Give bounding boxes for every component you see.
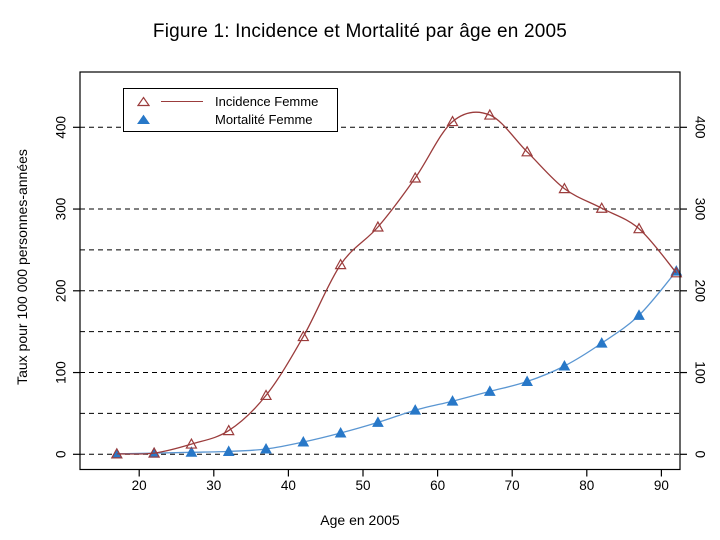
data-point-mortalite-age-32 [222, 445, 235, 456]
data-point-incidence-age-72 [521, 145, 534, 157]
y-tick-label-right-200: 200 [692, 280, 707, 303]
x-tick-label-70: 70 [505, 478, 520, 493]
legend-box: Incidence Femme Mortalité Femme [123, 88, 338, 132]
data-point-incidence-age-37 [260, 389, 273, 401]
data-point-incidence-age-67 [483, 108, 496, 120]
y-tick-label-left-400: 400 [54, 116, 69, 139]
data-point-mortalite-age-57 [409, 404, 422, 415]
y-tick-label-right-300: 300 [692, 198, 707, 221]
y-tick-label-left-0: 0 [54, 451, 69, 459]
data-point-incidence-age-22 [148, 446, 161, 458]
open-triangle-icon [133, 95, 153, 107]
data-point-mortalite-age-27 [185, 446, 198, 457]
legend-line-sample [153, 100, 211, 102]
data-point-mortalite-age-37 [260, 442, 272, 454]
plot-frame [79, 71, 681, 471]
data-point-incidence-age-82 [595, 201, 608, 213]
data-point-incidence-age-77 [558, 182, 571, 194]
x-axis-label: Age en 2005 [320, 512, 400, 528]
y-tick-label-right-100: 100 [692, 361, 707, 384]
x-tick-label-40: 40 [281, 478, 296, 493]
data-point-mortalite-age-52 [372, 416, 384, 427]
data-point-mortalite-age-82 [595, 337, 608, 348]
y-tick-label-right-400: 400 [692, 116, 707, 139]
y-tick-label-left-100: 100 [54, 361, 69, 384]
filled-triangle-icon [133, 114, 153, 125]
x-tick-label-30: 30 [206, 478, 221, 493]
legend-label-mortalite: Mortalité Femme [215, 111, 313, 127]
data-point-mortalite-age-42 [297, 436, 310, 447]
data-point-mortalite-age-77 [558, 359, 571, 371]
y-axis-label: Taux pour 100 000 personnes-années [14, 149, 30, 385]
x-tick-label-60: 60 [430, 478, 445, 493]
data-point-mortalite-age-67 [483, 385, 496, 396]
data-point-incidence-age-27 [185, 437, 198, 449]
data-point-incidence-age-47 [334, 258, 347, 270]
series-line-incidence [116, 111, 677, 455]
data-point-incidence-age-17 [110, 447, 123, 459]
data-point-mortalite-age-47 [334, 427, 347, 438]
series-line-mortalite [116, 270, 677, 455]
y-tick-label-left-300: 300 [54, 198, 69, 221]
x-tick-label-90: 90 [654, 478, 669, 493]
x-tick-label-80: 80 [579, 478, 594, 493]
y-tick-label-left-200: 200 [54, 280, 69, 303]
data-point-mortalite-age-72 [521, 375, 533, 387]
y-tick-label-right-0: 0 [692, 451, 707, 459]
data-point-incidence-age-32 [222, 424, 235, 436]
data-point-incidence-age-52 [371, 220, 384, 232]
data-point-mortalite-age-62 [446, 395, 459, 406]
x-tick-label-20: 20 [132, 478, 147, 493]
data-point-incidence-age-92 [670, 266, 683, 278]
legend-item-mortalite: Mortalité Femme [133, 110, 337, 128]
chart-title: Figure 1: Incidence et Mortalité par âge… [152, 21, 568, 42]
data-point-incidence-age-87 [633, 222, 646, 234]
data-point-incidence-age-57 [409, 171, 422, 183]
data-point-incidence-age-62 [446, 115, 459, 127]
legend-label-incidence: Incidence Femme [215, 93, 319, 109]
data-point-incidence-age-42 [297, 330, 310, 342]
legend-item-incidence: Incidence Femme [133, 92, 337, 110]
data-point-mortalite-age-87 [633, 309, 645, 320]
x-tick-label-50: 50 [355, 478, 370, 493]
